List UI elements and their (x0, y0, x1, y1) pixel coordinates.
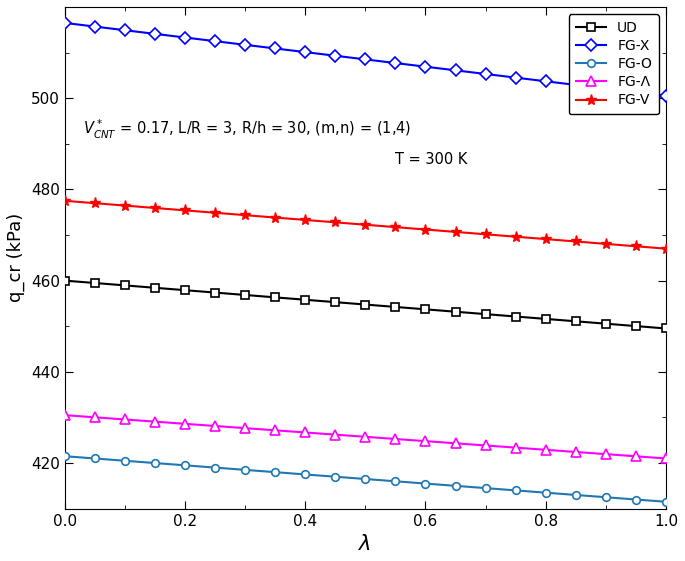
Text: $V^*_{CNT}$ = 0.17, L/R = 3, R/h = 30, (m,n) = (1,4): $V^*_{CNT}$ = 0.17, L/R = 3, R/h = 30, (… (83, 117, 411, 140)
X-axis label: λ: λ (359, 534, 371, 554)
Legend: UD, FG-X, FG-O, FG-Λ, FG-V: UD, FG-X, FG-O, FG-Λ, FG-V (569, 14, 659, 114)
Text: T = 300 K: T = 300 K (395, 153, 468, 167)
Y-axis label: q_cr (kPa): q_cr (kPa) (7, 213, 25, 302)
